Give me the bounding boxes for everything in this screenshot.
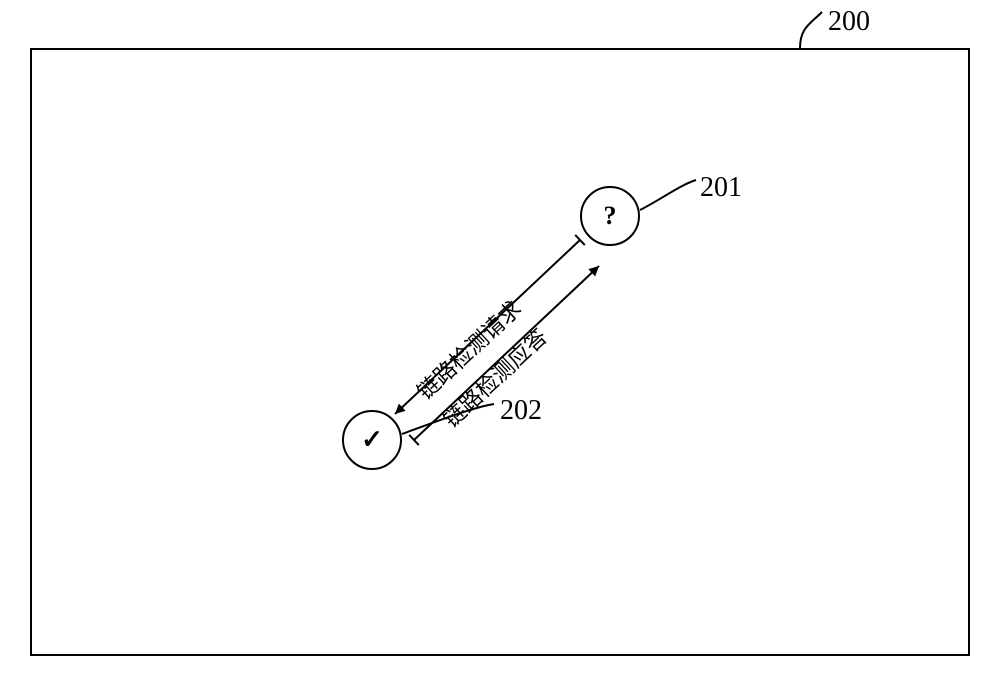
link-arrows — [0, 0, 1000, 690]
diagram-canvas: 200 201 202 ? ✓ 链路检测请求 链路检测应答 — [0, 0, 1000, 690]
